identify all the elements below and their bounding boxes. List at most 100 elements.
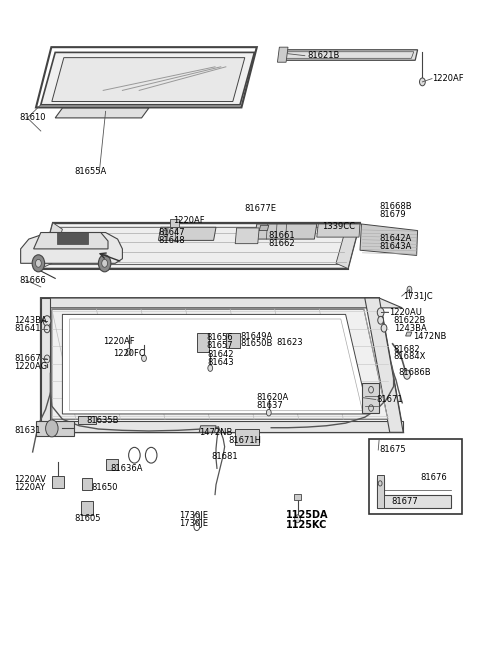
Text: 81662: 81662 bbox=[269, 239, 295, 248]
Polygon shape bbox=[34, 233, 108, 249]
Text: 1472NB: 1472NB bbox=[413, 331, 446, 341]
Polygon shape bbox=[235, 429, 259, 445]
Text: 81642A: 81642A bbox=[379, 234, 411, 243]
Polygon shape bbox=[52, 58, 245, 102]
Text: 81666: 81666 bbox=[19, 276, 46, 285]
Text: 1125KC: 1125KC bbox=[286, 520, 327, 531]
Text: 81649A: 81649A bbox=[240, 331, 272, 341]
Text: 81631: 81631 bbox=[14, 426, 41, 435]
Circle shape bbox=[208, 365, 213, 371]
Polygon shape bbox=[41, 421, 403, 432]
Polygon shape bbox=[317, 224, 360, 237]
Text: 81671: 81671 bbox=[377, 395, 403, 404]
Text: 81620A: 81620A bbox=[257, 393, 289, 402]
Circle shape bbox=[381, 324, 387, 332]
Text: 81676: 81676 bbox=[420, 473, 447, 482]
Circle shape bbox=[404, 370, 410, 379]
Text: 1339CC: 1339CC bbox=[322, 222, 355, 231]
Text: 81675: 81675 bbox=[379, 445, 406, 455]
Circle shape bbox=[102, 259, 108, 267]
Text: 81668B: 81668B bbox=[379, 202, 412, 211]
Polygon shape bbox=[199, 426, 216, 432]
Text: 81642: 81642 bbox=[207, 350, 234, 359]
Polygon shape bbox=[55, 108, 149, 118]
Text: 81605: 81605 bbox=[74, 514, 101, 523]
Text: 81667: 81667 bbox=[14, 354, 41, 363]
Text: 81641: 81641 bbox=[14, 324, 41, 333]
Polygon shape bbox=[41, 298, 402, 308]
Text: 81686B: 81686B bbox=[398, 367, 431, 377]
Text: 81621B: 81621B bbox=[307, 51, 339, 60]
Text: 81636A: 81636A bbox=[110, 464, 143, 473]
Bar bbox=[197, 333, 209, 352]
Text: 1730JE: 1730JE bbox=[179, 519, 208, 529]
Circle shape bbox=[43, 316, 51, 326]
Circle shape bbox=[266, 409, 271, 416]
Circle shape bbox=[98, 255, 111, 272]
Polygon shape bbox=[41, 298, 403, 432]
Polygon shape bbox=[78, 416, 96, 424]
Circle shape bbox=[420, 78, 425, 86]
Text: 1730JE: 1730JE bbox=[179, 511, 208, 520]
Circle shape bbox=[163, 230, 168, 236]
Text: 81650: 81650 bbox=[91, 483, 118, 492]
Circle shape bbox=[377, 308, 384, 317]
Circle shape bbox=[295, 515, 300, 523]
Polygon shape bbox=[278, 50, 418, 60]
Text: 81661: 81661 bbox=[269, 231, 295, 240]
Polygon shape bbox=[362, 383, 379, 413]
Text: 1243BA: 1243BA bbox=[394, 324, 426, 333]
Polygon shape bbox=[406, 332, 412, 336]
Polygon shape bbox=[158, 227, 216, 240]
Text: 81648: 81648 bbox=[158, 236, 185, 245]
Circle shape bbox=[378, 316, 384, 324]
Bar bbox=[82, 478, 92, 490]
Circle shape bbox=[36, 259, 41, 267]
Text: 81656: 81656 bbox=[206, 333, 233, 342]
Text: 1125DA: 1125DA bbox=[286, 510, 328, 521]
Text: 81610: 81610 bbox=[19, 113, 46, 122]
Text: 1472NB: 1472NB bbox=[199, 428, 233, 437]
Bar bbox=[52, 476, 64, 488]
Polygon shape bbox=[41, 52, 254, 105]
Text: 1220AF: 1220AF bbox=[103, 337, 135, 346]
Polygon shape bbox=[377, 478, 451, 508]
Text: 1220AF: 1220AF bbox=[173, 216, 204, 225]
Text: 81655A: 81655A bbox=[74, 167, 107, 176]
Bar bbox=[81, 501, 93, 515]
Text: 81677E: 81677E bbox=[245, 204, 277, 213]
Polygon shape bbox=[41, 223, 62, 269]
Text: 1220AG: 1220AG bbox=[14, 362, 48, 371]
Bar bbox=[106, 458, 118, 470]
Text: 81682: 81682 bbox=[394, 345, 420, 354]
Circle shape bbox=[46, 420, 58, 437]
Text: 81677: 81677 bbox=[391, 496, 418, 506]
Text: 1220AU: 1220AU bbox=[389, 308, 421, 317]
Text: 81647: 81647 bbox=[158, 228, 185, 237]
Circle shape bbox=[44, 325, 50, 333]
Bar bbox=[57, 232, 88, 244]
Text: 1220FC: 1220FC bbox=[113, 348, 144, 358]
Circle shape bbox=[142, 355, 146, 362]
Text: 1220AY: 1220AY bbox=[14, 483, 46, 492]
Text: 81623: 81623 bbox=[276, 338, 302, 347]
Polygon shape bbox=[36, 421, 74, 436]
Bar bbox=[377, 475, 384, 508]
Text: 1220AV: 1220AV bbox=[14, 475, 47, 484]
Text: 81635B: 81635B bbox=[86, 416, 119, 425]
Bar bbox=[294, 494, 301, 500]
Text: 1731JC: 1731JC bbox=[403, 291, 433, 301]
Circle shape bbox=[407, 286, 412, 293]
Polygon shape bbox=[235, 228, 259, 244]
Text: 81681: 81681 bbox=[211, 452, 238, 461]
Polygon shape bbox=[336, 223, 360, 269]
Text: 81622B: 81622B bbox=[394, 316, 426, 325]
Text: 81643A: 81643A bbox=[379, 242, 411, 252]
Text: 1220AF: 1220AF bbox=[432, 74, 464, 83]
Polygon shape bbox=[277, 47, 288, 62]
Text: 81657: 81657 bbox=[206, 341, 233, 350]
Polygon shape bbox=[365, 298, 403, 432]
Polygon shape bbox=[21, 233, 122, 263]
Polygon shape bbox=[254, 224, 317, 239]
Polygon shape bbox=[62, 314, 369, 414]
